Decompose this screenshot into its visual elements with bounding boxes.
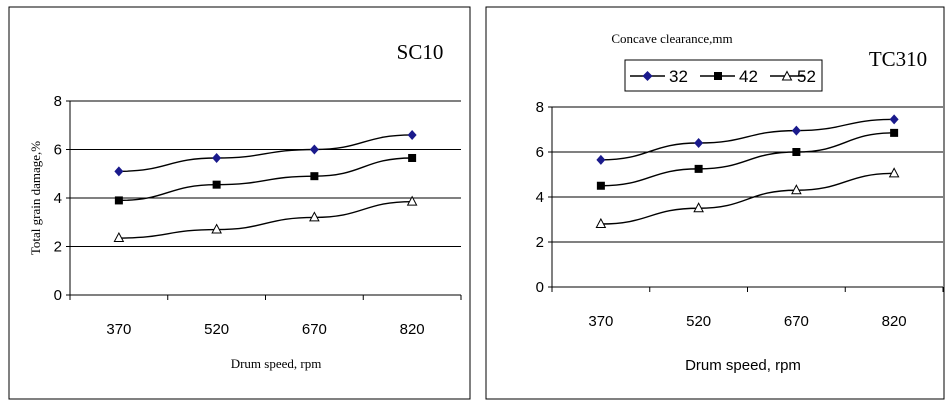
y-tick-label: 0	[54, 287, 62, 304]
data-point-square	[694, 164, 703, 173]
y-tick-label: 2	[536, 234, 544, 251]
data-point-square	[310, 172, 319, 181]
chart-title-right: TC310	[869, 47, 927, 71]
y-tick-label: 6	[536, 144, 544, 161]
plot-area-left: 0 2 4 6 8 370 520 670 820	[54, 93, 462, 338]
data-point-diamond	[212, 152, 222, 163]
data-point-triangle	[406, 195, 418, 206]
x-tick-label: 670	[784, 313, 809, 330]
legend-item-42: 42	[700, 67, 758, 86]
y-tick-label: 2	[54, 239, 62, 256]
legend-label-42: 42	[739, 67, 758, 86]
legend-title-right: Concave clearance,mm	[611, 31, 732, 46]
data-point-triangle	[113, 231, 125, 243]
y-tick-label: 8	[536, 99, 544, 116]
series-line-2	[118, 157, 413, 202]
data-point-diamond	[309, 144, 319, 155]
data-point-square	[792, 148, 801, 156]
x-tick-label: 370	[106, 321, 131, 338]
series-line-1	[118, 134, 413, 173]
y-tick-label: 4	[536, 189, 544, 206]
x-tick-label: 520	[686, 313, 711, 330]
data-point-diamond	[596, 154, 606, 165]
data-point-diamond	[694, 138, 704, 148]
x-axis-label-left: Drum speed, rpm	[231, 356, 322, 371]
plot-area-right: 0 2 4 6 8 370 520 670 820	[536, 99, 944, 330]
x-axis-label-right: Drum speed, rpm	[685, 357, 801, 374]
data-point-triangle	[309, 211, 320, 222]
data-point-triangle	[888, 167, 900, 178]
series-line-2	[600, 132, 895, 187]
data-point-triangle	[211, 223, 222, 234]
data-point-triangle	[693, 202, 704, 213]
data-point-diamond	[791, 125, 801, 136]
data-point-diamond	[889, 114, 899, 125]
data-point-square	[114, 196, 123, 205]
series-line-3	[118, 200, 413, 239]
data-point-diamond	[407, 129, 417, 140]
chart-frame-left	[8, 6, 471, 400]
chart-title-left: SC10	[397, 40, 444, 64]
legend-marker-triangle	[781, 70, 793, 81]
y-tick-label: 0	[536, 279, 544, 296]
series-line-1	[600, 118, 895, 161]
x-tick-label: 820	[400, 321, 425, 338]
x-tick-label: 820	[882, 313, 907, 330]
data-point-diamond	[114, 166, 124, 177]
data-point-square	[596, 181, 605, 190]
y-tick-label: 8	[54, 93, 62, 110]
data-point-square	[408, 153, 417, 162]
x-tick-label: 670	[302, 321, 327, 338]
legend-label-52: 52	[797, 67, 816, 86]
legend-marker-square	[714, 72, 722, 80]
data-point-triangle	[791, 184, 802, 195]
data-point-square	[212, 180, 221, 189]
y-tick-label: 6	[54, 142, 62, 159]
x-tick-label: 370	[588, 313, 613, 330]
series-line-3	[600, 172, 895, 225]
legend-item-32: 32	[630, 67, 688, 86]
x-tick-label: 520	[204, 321, 229, 338]
y-axis-label-left: Total grain damage,%	[28, 141, 43, 255]
legend-right: 32 42 52	[624, 59, 823, 92]
data-point-square	[890, 128, 899, 137]
legend-item-52: 52	[770, 67, 816, 86]
data-point-triangle	[595, 217, 607, 228]
y-tick-label: 4	[54, 190, 62, 207]
legend-label-32: 32	[669, 67, 688, 86]
legend-marker-diamond	[642, 71, 653, 81]
